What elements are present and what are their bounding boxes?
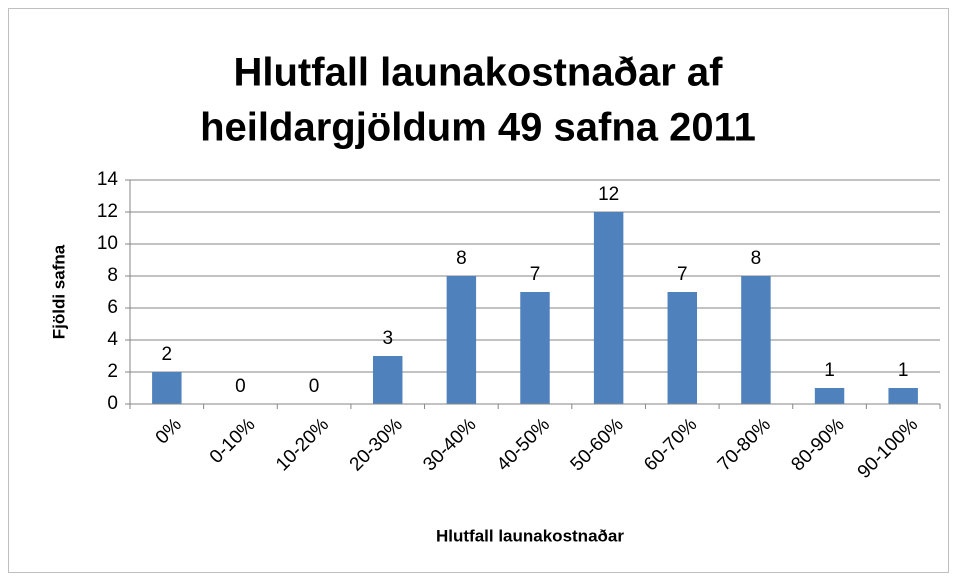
bar <box>593 212 624 404</box>
y-tick-label: 0 <box>107 393 118 414</box>
data-label: 3 <box>382 328 393 349</box>
bar <box>152 372 182 404</box>
y-axis-title: Fjöldi safna <box>49 244 68 339</box>
y-tick-label: 14 <box>97 169 119 190</box>
chart-title: Hlutfall launakostnaðar af <box>234 51 724 95</box>
y-tick-label: 8 <box>107 265 118 286</box>
data-label: 1 <box>824 360 835 381</box>
bar <box>667 292 697 404</box>
data-label: 12 <box>598 184 619 205</box>
y-tick-label: 10 <box>97 233 118 254</box>
bar <box>373 356 403 404</box>
bar <box>888 388 918 404</box>
y-tick-label: 12 <box>97 201 118 222</box>
x-axis-title: Hlutfall launakostnaðar <box>436 526 624 545</box>
bar <box>814 388 845 404</box>
data-label: 1 <box>898 360 909 381</box>
data-label: 7 <box>530 264 541 285</box>
chart-title: heildargjöldum 49 safna 2011 <box>200 106 756 150</box>
data-label: 8 <box>456 248 467 269</box>
data-label: 7 <box>677 264 688 285</box>
y-tick-label: 4 <box>107 329 118 350</box>
data-label: 0 <box>309 376 320 397</box>
bar <box>741 276 771 404</box>
data-label: 0 <box>235 376 246 397</box>
bar <box>446 276 477 404</box>
y-tick-label: 2 <box>107 361 118 382</box>
data-label: 8 <box>751 248 762 269</box>
y-tick-label: 6 <box>107 297 118 318</box>
chart-border <box>8 8 949 573</box>
bar <box>520 292 550 404</box>
data-label: 2 <box>162 344 173 365</box>
